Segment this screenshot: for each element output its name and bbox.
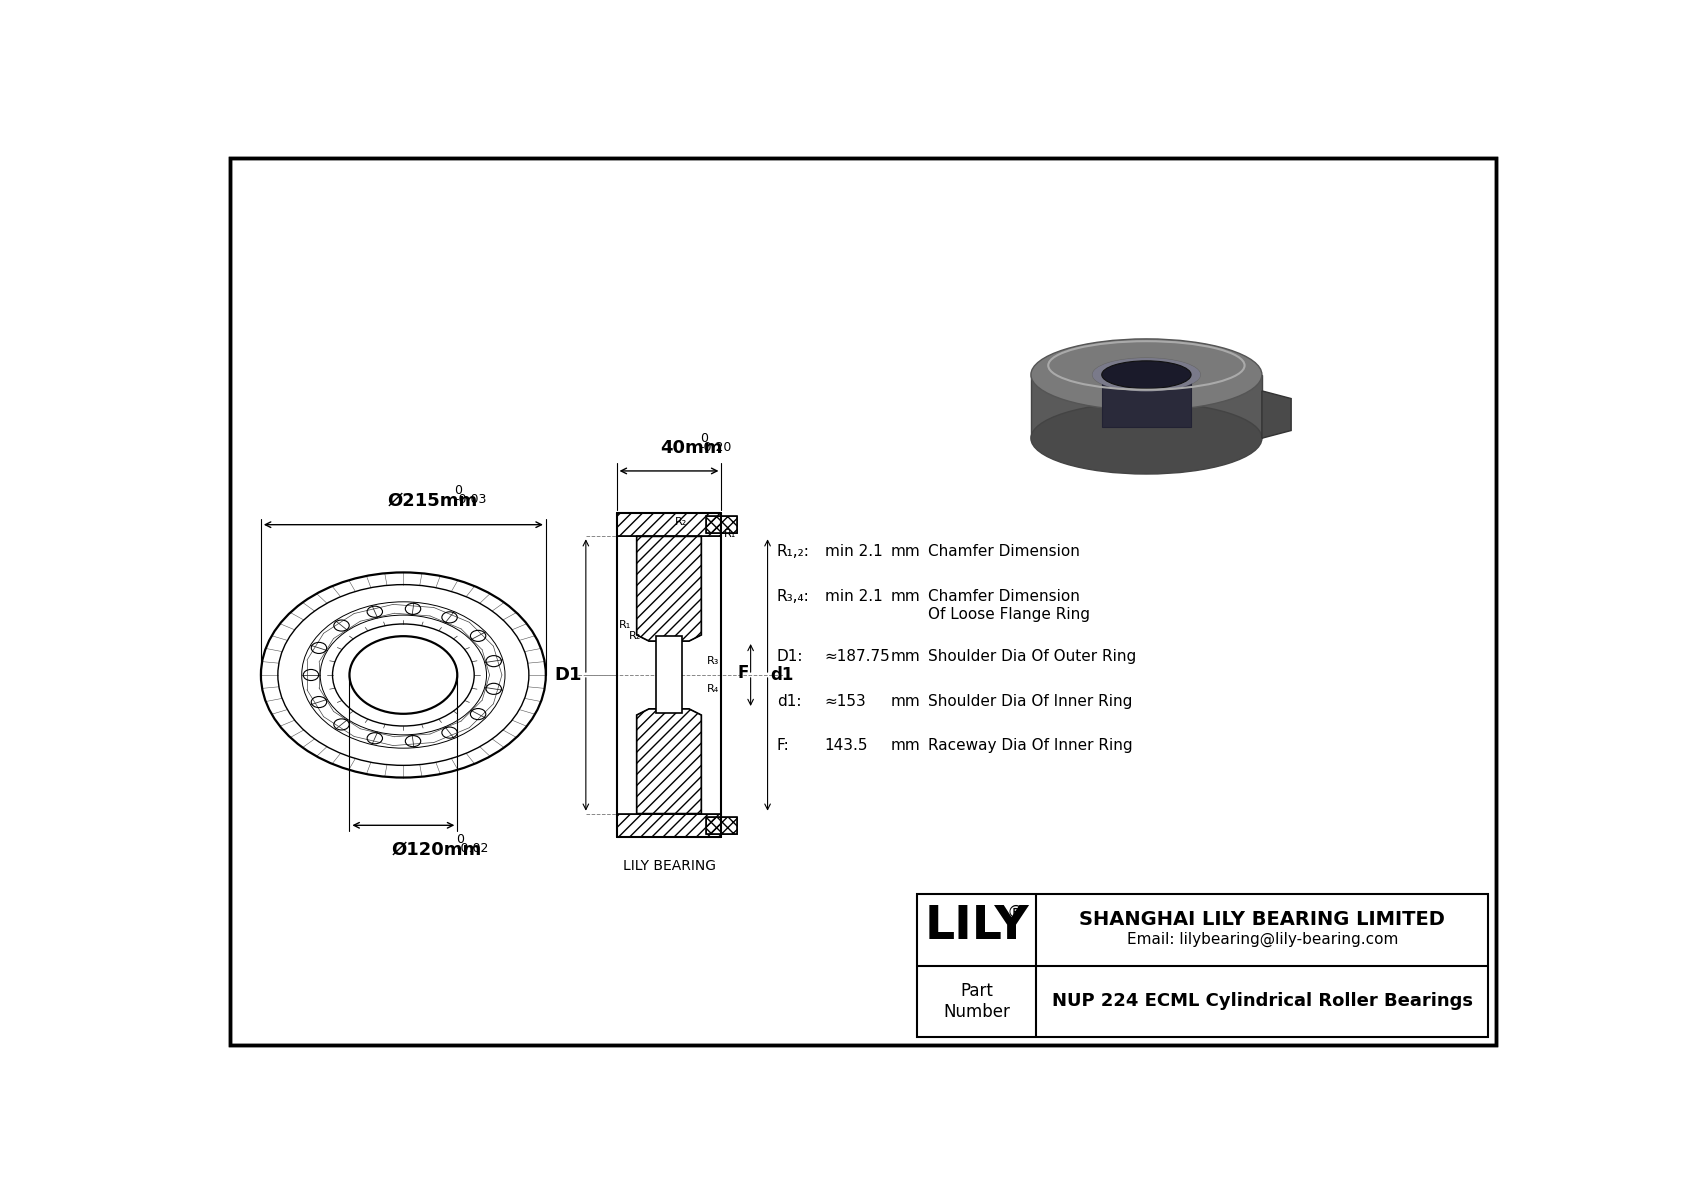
Text: d1:: d1: [776,693,802,709]
Text: -0.02: -0.02 [456,842,488,855]
Ellipse shape [1031,403,1261,474]
Polygon shape [706,817,738,834]
Polygon shape [637,536,701,641]
Text: 0: 0 [456,833,465,846]
Text: ≈187.75: ≈187.75 [825,649,891,665]
Text: R₁: R₁ [620,621,632,630]
Text: R₄: R₄ [707,685,719,694]
Ellipse shape [1101,361,1191,388]
Bar [657,636,682,713]
Text: R₃: R₃ [707,656,719,666]
Text: Chamfer Dimension: Chamfer Dimension [928,544,1079,560]
Text: -0.20: -0.20 [701,441,733,454]
Text: Chamfer Dimension: Chamfer Dimension [928,590,1079,604]
Text: mm: mm [891,544,921,560]
Text: 0: 0 [701,432,707,444]
Text: D1:: D1: [776,649,803,665]
Text: Shoulder Dia Of Inner Ring: Shoulder Dia Of Inner Ring [928,693,1132,709]
Text: LILY: LILY [925,904,1029,949]
Ellipse shape [1093,358,1201,392]
Text: Part
Number: Part Number [943,983,1010,1021]
Text: Email: lilybearing@lily-bearing.com: Email: lilybearing@lily-bearing.com [1127,933,1398,948]
Text: Shoulder Dia Of Outer Ring: Shoulder Dia Of Outer Ring [928,649,1137,665]
Ellipse shape [1093,358,1201,392]
Text: 40mm: 40mm [660,439,722,457]
Text: 143.5: 143.5 [825,738,867,754]
Text: R₂: R₂ [628,631,642,641]
Text: LILY BEARING: LILY BEARING [623,859,716,873]
Text: F: F [738,665,749,682]
Text: Ø120mm: Ø120mm [392,841,482,859]
Text: mm: mm [891,738,921,754]
Text: mm: mm [891,693,921,709]
Polygon shape [1031,375,1261,438]
Text: Of Loose Flange Ring: Of Loose Flange Ring [928,607,1090,623]
Text: R₁,₂:: R₁,₂: [776,544,810,560]
Text: NUP 224 ECML Cylindrical Roller Bearings: NUP 224 ECML Cylindrical Roller Bearings [1052,992,1474,1010]
Text: min 2.1: min 2.1 [825,544,882,560]
Text: 0: 0 [455,484,461,497]
Text: min 2.1: min 2.1 [825,590,882,604]
Text: Ø215mm: Ø215mm [387,491,478,510]
Polygon shape [1261,391,1292,438]
Text: mm: mm [891,590,921,604]
Polygon shape [706,517,738,534]
Polygon shape [637,709,701,813]
Text: F:: F: [776,738,790,754]
Bar [918,894,1489,1037]
Text: -0.03: -0.03 [455,493,487,506]
Text: d1: d1 [771,666,795,684]
Text: SHANGHAI LILY BEARING LIMITED: SHANGHAI LILY BEARING LIMITED [1079,910,1445,929]
Ellipse shape [1031,339,1261,411]
Polygon shape [616,513,721,536]
Text: D1: D1 [554,666,583,684]
Ellipse shape [1101,361,1191,388]
Polygon shape [1101,375,1191,426]
Text: R₁: R₁ [724,529,736,538]
Text: ≈153: ≈153 [825,693,866,709]
Text: mm: mm [891,649,921,665]
Text: Raceway Dia Of Inner Ring: Raceway Dia Of Inner Ring [928,738,1132,754]
Text: R₃,₄:: R₃,₄: [776,590,810,604]
Text: ®: ® [1005,904,1024,922]
Polygon shape [616,813,721,837]
Text: R₂: R₂ [675,517,687,528]
